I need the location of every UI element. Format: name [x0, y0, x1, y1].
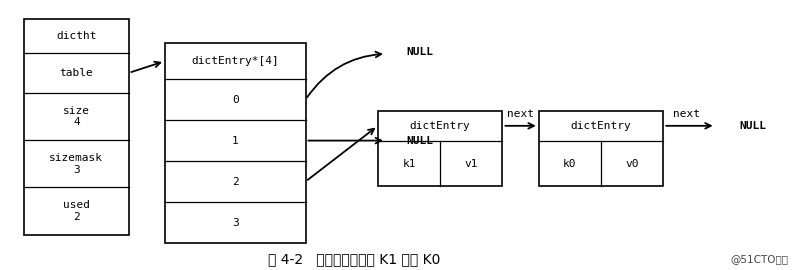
FancyBboxPatch shape: [24, 19, 128, 235]
Text: size
4: size 4: [63, 106, 90, 127]
Text: NULL: NULL: [739, 121, 766, 131]
Text: dictEntry*[4]: dictEntry*[4]: [191, 56, 279, 66]
Text: next: next: [672, 109, 699, 119]
Text: NULL: NULL: [406, 48, 433, 58]
FancyBboxPatch shape: [538, 111, 662, 186]
Text: used
2: used 2: [63, 200, 90, 222]
Text: next: next: [507, 109, 533, 119]
Text: 图 4-2   连接在一起的键 K1 和键 K0: 图 4-2 连接在一起的键 K1 和键 K0: [267, 252, 439, 266]
Text: 3: 3: [231, 218, 238, 228]
Text: 1: 1: [231, 136, 238, 146]
Text: v1: v1: [464, 158, 478, 169]
Text: 0: 0: [231, 95, 238, 105]
FancyBboxPatch shape: [377, 111, 502, 186]
Text: NULL: NULL: [406, 136, 433, 146]
Text: dictEntry: dictEntry: [410, 121, 470, 131]
Text: v0: v0: [625, 158, 638, 169]
Text: @51CTO博客: @51CTO博客: [729, 254, 787, 264]
Text: dictht: dictht: [56, 31, 96, 41]
Text: 2: 2: [231, 177, 238, 187]
Text: dictEntry: dictEntry: [570, 121, 630, 131]
Text: k1: k1: [402, 158, 415, 169]
FancyBboxPatch shape: [165, 43, 305, 243]
Text: table: table: [59, 68, 93, 78]
Text: sizemask
3: sizemask 3: [49, 153, 104, 175]
Text: k0: k0: [562, 158, 576, 169]
